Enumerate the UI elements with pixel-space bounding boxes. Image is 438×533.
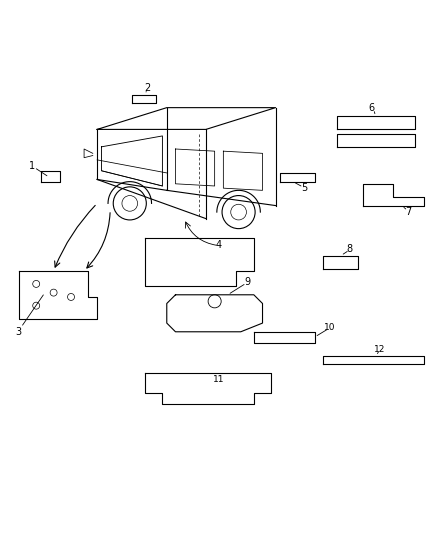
Text: 8: 8 — [346, 244, 353, 254]
Text: 7: 7 — [405, 207, 411, 217]
Text: 11: 11 — [213, 375, 225, 384]
Text: 9: 9 — [244, 277, 251, 287]
Text: 5: 5 — [301, 183, 307, 193]
Text: 10: 10 — [324, 323, 336, 332]
Text: 2: 2 — [144, 83, 150, 93]
Text: 12: 12 — [374, 345, 386, 354]
Text: 6: 6 — [368, 103, 374, 112]
Text: 4: 4 — [216, 240, 222, 250]
Text: 3: 3 — [16, 327, 22, 337]
Text: 1: 1 — [29, 161, 35, 172]
